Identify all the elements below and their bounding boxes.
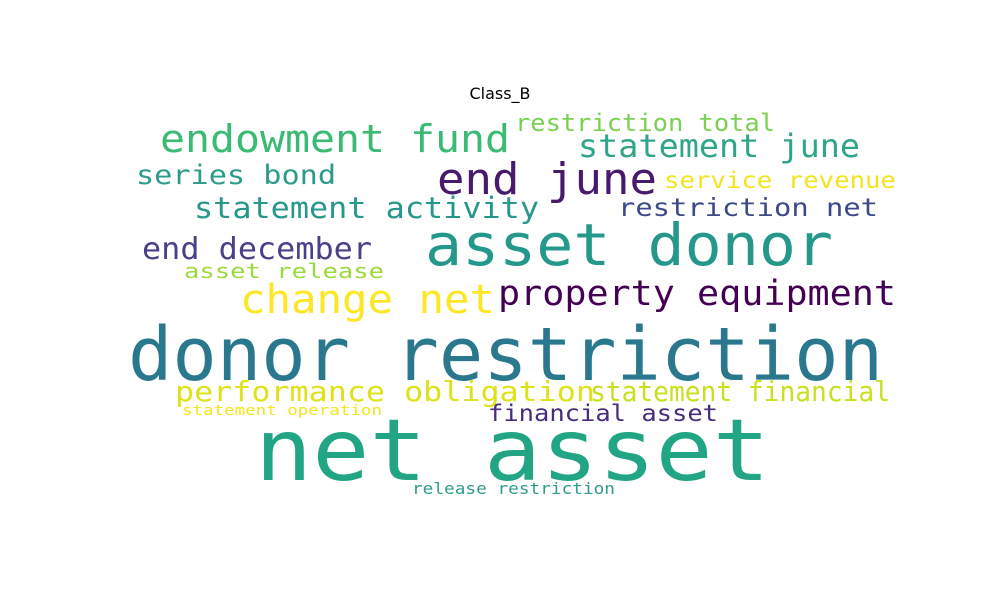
word-release-restriction: release restriction xyxy=(412,479,615,498)
word-performance-obligation: performance obligation xyxy=(175,375,595,408)
word-net-asset: net asset xyxy=(255,401,770,501)
word-property-equipment: property equipment xyxy=(498,274,896,314)
word-series-bond: series bond xyxy=(136,160,336,191)
word-service-revenue: service revenue xyxy=(664,168,896,194)
word-asset-donor: asset donor xyxy=(425,211,833,279)
word-donor-restriction: donor restriction xyxy=(128,312,883,398)
word-statement-june: statement june xyxy=(578,127,860,165)
word-statement-operation: statement operation xyxy=(182,403,382,419)
word-statement-activity: statement activity xyxy=(194,191,539,225)
word-change-net: change net xyxy=(240,277,495,323)
word-statement-financial: statement financial xyxy=(590,375,890,408)
word-restriction-total: restriction total xyxy=(515,109,775,137)
word-end-june: end june xyxy=(437,154,657,205)
word-end-december: end december xyxy=(142,232,372,267)
chart-title: Class_B xyxy=(469,84,531,103)
word-asset-release: asset release xyxy=(184,259,384,283)
word-financial-asset: financial asset xyxy=(488,401,718,427)
word-endowment-fund: endowment fund xyxy=(160,117,510,161)
word-restriction-net: restriction net xyxy=(618,193,878,222)
